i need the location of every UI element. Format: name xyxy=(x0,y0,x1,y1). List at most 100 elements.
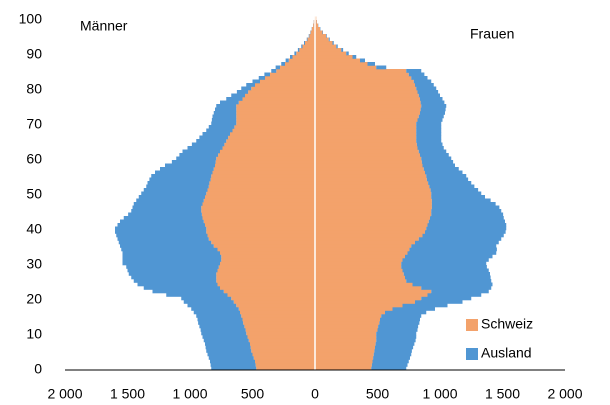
bar xyxy=(415,300,463,304)
x-tick-label: 1 500 xyxy=(485,386,520,402)
bar xyxy=(215,107,237,112)
bar xyxy=(216,272,315,276)
bar xyxy=(236,118,315,122)
bar xyxy=(201,212,315,217)
bar xyxy=(406,279,492,283)
x-tick-label: 500 xyxy=(241,386,265,402)
bar xyxy=(422,233,504,238)
bar xyxy=(236,111,315,115)
bar xyxy=(285,62,315,66)
bar xyxy=(315,321,380,325)
bar xyxy=(429,184,475,189)
bar xyxy=(315,279,407,283)
bar xyxy=(179,153,219,157)
bar xyxy=(203,338,249,343)
y-tick-label: 10 xyxy=(26,326,42,342)
y-tick-label: 70 xyxy=(26,116,42,132)
bar xyxy=(315,272,404,276)
bar xyxy=(313,23,315,28)
bar xyxy=(191,307,239,311)
bar xyxy=(171,160,216,164)
bar xyxy=(236,90,249,94)
bar xyxy=(315,93,419,98)
bar xyxy=(431,289,489,294)
bar xyxy=(288,58,315,63)
bar xyxy=(373,356,410,360)
bar xyxy=(207,188,315,192)
bar xyxy=(243,321,315,325)
bar xyxy=(240,310,315,315)
bar xyxy=(297,48,300,52)
bar xyxy=(430,188,479,192)
bar xyxy=(299,48,315,52)
bar xyxy=(133,202,203,206)
bar xyxy=(216,156,315,161)
bar xyxy=(196,139,227,143)
bar xyxy=(406,69,422,73)
bar xyxy=(315,76,412,80)
bar xyxy=(315,366,372,371)
bar xyxy=(431,191,482,196)
bar xyxy=(155,170,213,175)
bar xyxy=(220,251,315,255)
bar xyxy=(315,328,378,332)
bar xyxy=(250,345,315,350)
bar xyxy=(205,223,315,227)
bar xyxy=(417,90,439,94)
bar xyxy=(315,345,375,350)
bar xyxy=(245,93,315,98)
bar xyxy=(187,303,237,308)
bar xyxy=(203,219,315,224)
bar xyxy=(346,51,349,56)
bar xyxy=(265,76,315,80)
bar xyxy=(315,198,432,203)
bar xyxy=(132,205,202,210)
bar xyxy=(315,244,412,248)
bar xyxy=(217,282,315,287)
bar xyxy=(131,209,202,213)
bar xyxy=(220,100,239,105)
bar xyxy=(315,363,372,367)
bar xyxy=(411,244,497,248)
bar xyxy=(183,300,234,304)
bar xyxy=(315,352,374,357)
bar xyxy=(315,146,418,150)
bar xyxy=(224,142,315,147)
bar xyxy=(223,289,315,294)
bar xyxy=(371,363,408,367)
y-tick-label: 40 xyxy=(26,221,42,237)
x-tick-label: 1 000 xyxy=(172,386,207,402)
bar xyxy=(315,293,428,297)
bar xyxy=(120,219,204,224)
bar xyxy=(137,282,218,287)
bar xyxy=(118,240,212,245)
bar xyxy=(201,205,315,210)
y-tick-label: 80 xyxy=(26,81,42,97)
bar xyxy=(117,223,205,227)
bar xyxy=(220,149,315,154)
legend-swatch xyxy=(466,348,478,360)
bar xyxy=(310,30,315,35)
bar xyxy=(116,233,208,238)
bar xyxy=(315,23,319,28)
bar xyxy=(315,342,376,346)
bar xyxy=(402,268,489,273)
bar xyxy=(276,69,315,73)
bar xyxy=(405,275,491,280)
bar xyxy=(247,335,315,339)
bar xyxy=(141,191,207,196)
bar xyxy=(201,331,247,336)
bar xyxy=(133,279,217,283)
bar xyxy=(315,184,430,189)
bar xyxy=(315,121,417,126)
bar xyxy=(202,335,248,339)
bar xyxy=(220,286,315,290)
bar xyxy=(136,198,204,203)
bar xyxy=(296,51,315,56)
bar xyxy=(425,230,506,234)
bar xyxy=(143,286,220,290)
bar xyxy=(423,167,459,171)
bar xyxy=(253,356,315,360)
bar xyxy=(431,209,502,213)
bar xyxy=(122,258,222,262)
